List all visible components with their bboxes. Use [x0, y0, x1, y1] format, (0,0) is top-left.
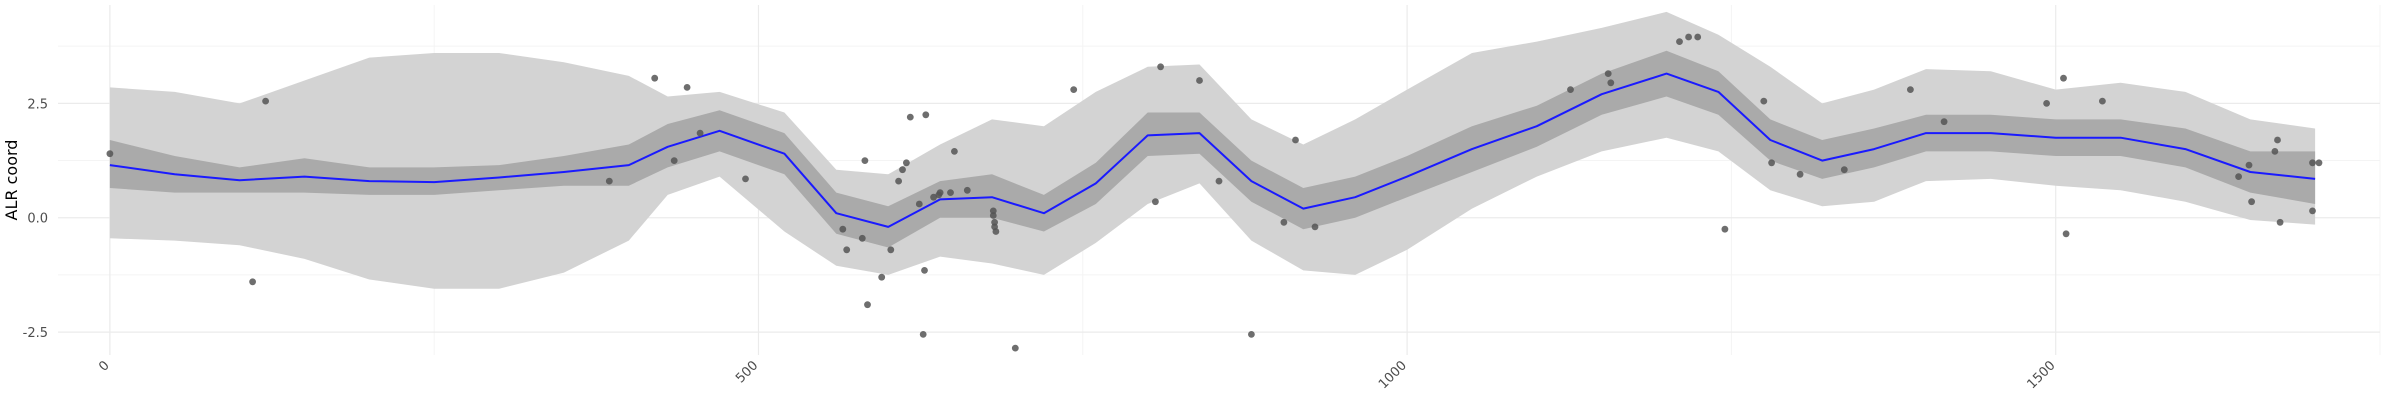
data-point	[1685, 33, 1692, 41]
data-point	[2235, 173, 2243, 181]
data-point	[2043, 100, 2050, 107]
data-point	[2276, 218, 2284, 226]
observation-points	[106, 33, 2323, 352]
data-point	[839, 225, 847, 233]
y-tick-label: -2.5	[23, 326, 48, 341]
data-point	[1157, 63, 1164, 71]
data-point	[936, 189, 944, 197]
data-point	[2248, 198, 2256, 206]
data-point	[742, 175, 749, 183]
data-point	[906, 113, 914, 121]
data-point	[106, 150, 114, 158]
data-point	[989, 212, 997, 219]
data-point	[683, 84, 691, 91]
data-point	[895, 177, 902, 185]
data-point	[670, 157, 678, 165]
data-point	[262, 97, 269, 105]
data-point	[2309, 207, 2316, 215]
data-point	[1567, 86, 1574, 93]
data-point	[1215, 177, 1223, 185]
data-point	[249, 278, 256, 286]
data-point	[1907, 86, 1914, 93]
data-point	[1604, 70, 1612, 77]
data-point	[1011, 344, 1019, 352]
data-point	[899, 166, 906, 174]
data-point	[2274, 136, 2281, 144]
data-point	[696, 129, 704, 137]
data-point	[951, 148, 958, 155]
data-point	[2062, 230, 2070, 238]
data-point	[930, 193, 937, 201]
data-point	[903, 159, 910, 167]
data-point	[2309, 159, 2316, 167]
data-point	[1796, 170, 1804, 178]
data-point	[921, 267, 928, 274]
y-axis-label: ALR coord	[2, 140, 21, 221]
data-point	[843, 246, 851, 254]
data-point	[1721, 225, 1729, 233]
data-point	[922, 111, 930, 119]
data-point	[1152, 198, 1159, 206]
data-point	[1248, 331, 1255, 338]
data-point	[915, 200, 923, 208]
mean-line-path	[109, 72, 2316, 228]
data-point	[2060, 74, 2067, 82]
y-tick-label: 2.5	[27, 97, 48, 112]
data-point	[1196, 77, 1203, 84]
data-point	[858, 234, 866, 242]
y-tick-label: 0.0	[27, 212, 48, 227]
data-point	[1840, 166, 1848, 174]
data-point	[919, 331, 927, 338]
data-point	[1768, 159, 1775, 167]
data-point	[2245, 161, 2253, 169]
data-point	[1940, 118, 1948, 126]
data-point	[963, 186, 971, 194]
data-point	[2315, 159, 2323, 167]
data-point	[864, 301, 871, 309]
x-tick-label: 1000	[1376, 358, 1410, 392]
x-tick-label: 1500	[2025, 358, 2059, 392]
mean-line	[109, 72, 2316, 228]
inner-band-area	[109, 50, 2316, 248]
data-point	[1607, 79, 1615, 87]
data-point	[992, 228, 1000, 235]
data-point	[1676, 38, 1683, 45]
data-point	[605, 177, 613, 185]
x-tick-label: 0	[96, 358, 112, 374]
data-point	[1070, 86, 1078, 93]
data-point	[861, 157, 869, 165]
data-point	[1311, 223, 1319, 231]
data-point	[1760, 97, 1768, 105]
data-point	[2099, 97, 2106, 105]
data-point	[878, 273, 886, 281]
data-point	[2271, 148, 2279, 155]
data-point	[651, 74, 659, 82]
data-point	[887, 246, 895, 254]
data-point	[1280, 218, 1288, 226]
inner-confidence-band	[109, 50, 2316, 248]
data-point	[1694, 33, 1702, 41]
x-tick-label: 500	[733, 358, 761, 386]
data-point	[947, 189, 954, 197]
data-point	[1292, 136, 1299, 144]
